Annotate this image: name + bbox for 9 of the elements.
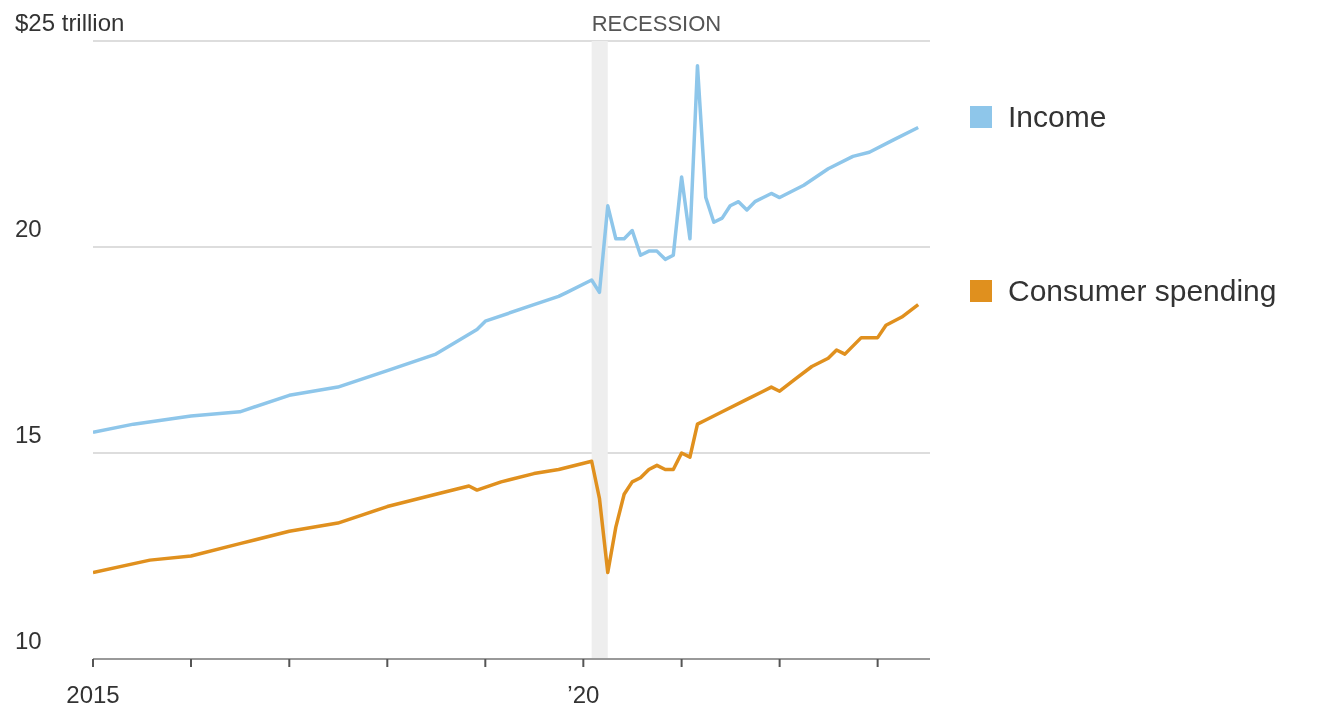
y-tick-label: 20 <box>15 215 42 242</box>
y-tick-label: $25 trillion <box>15 9 125 36</box>
band-label: RECESSION <box>591 11 722 36</box>
y-tick-label: 15 <box>15 421 42 448</box>
y-tick-label: 10 <box>15 627 42 654</box>
x-tick-label: ’20 <box>567 681 600 708</box>
legend-label: Income <box>1008 100 1107 134</box>
legend-label: Consumer spending <box>1008 274 1277 308</box>
x-tick-label: 2015 <box>66 681 120 708</box>
